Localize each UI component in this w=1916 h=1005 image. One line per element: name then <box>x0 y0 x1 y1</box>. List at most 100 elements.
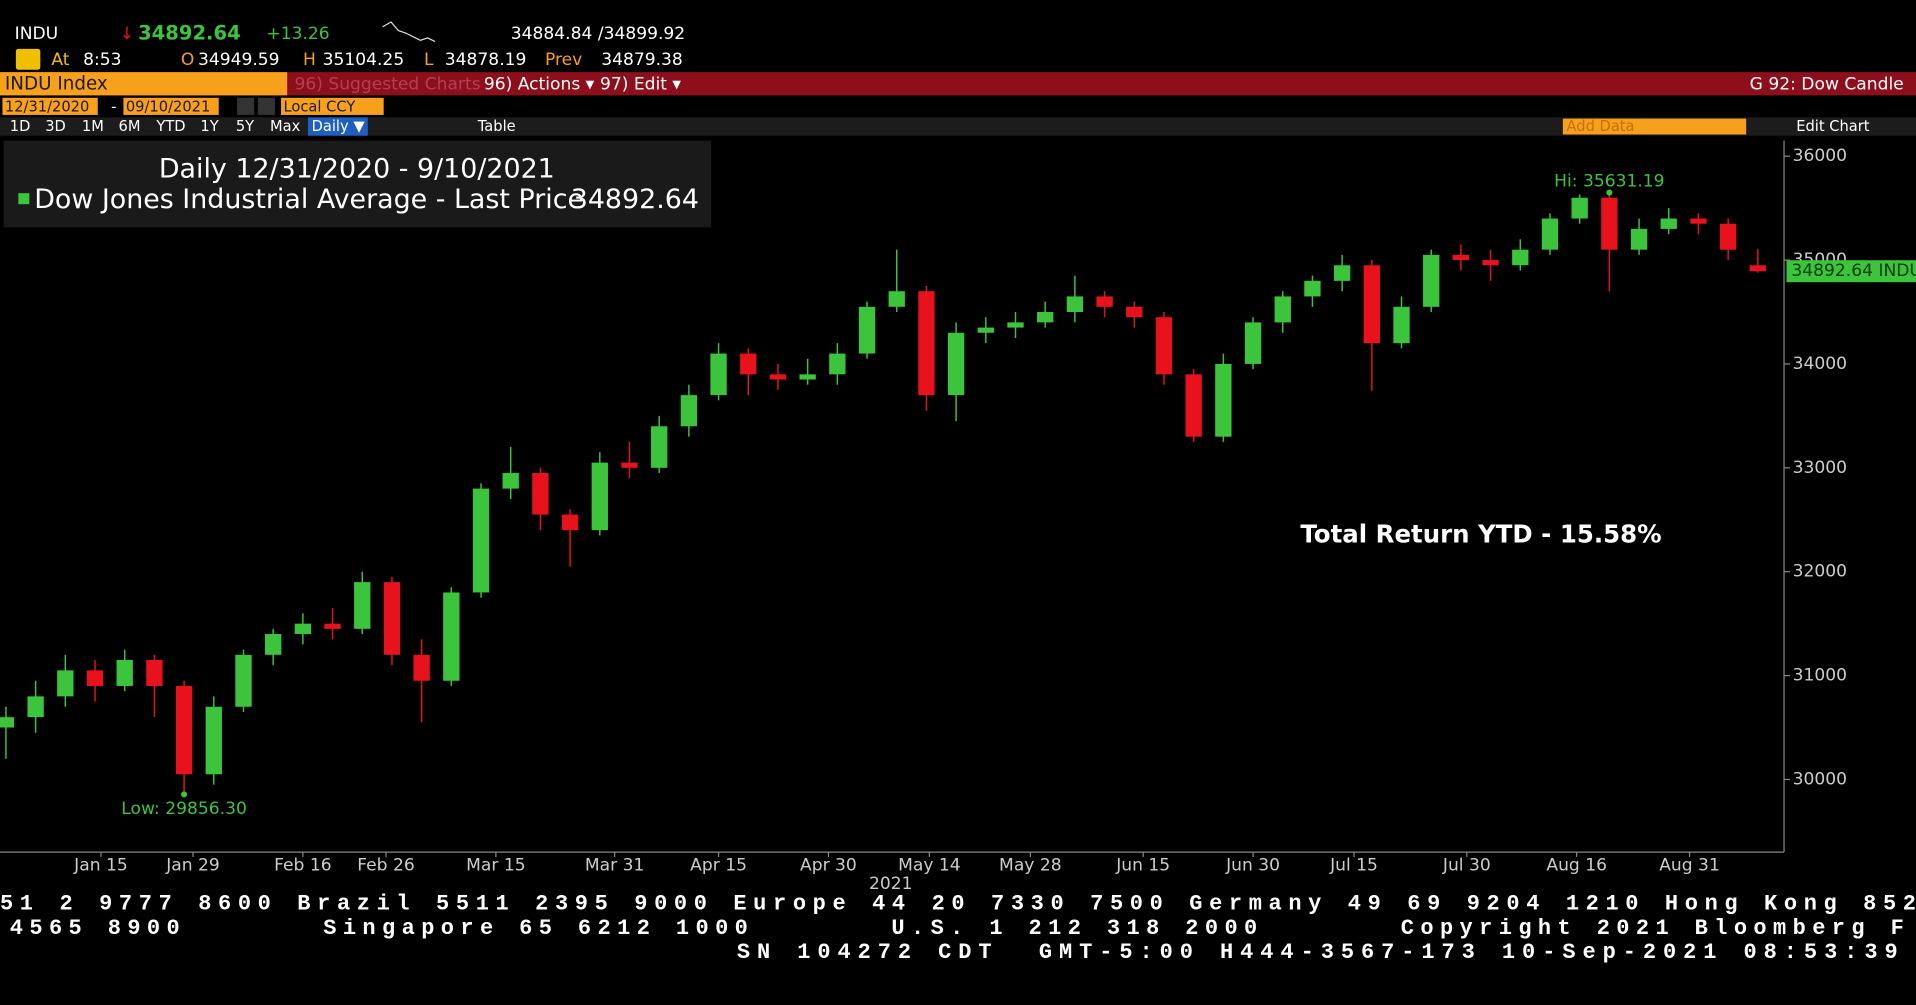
candle-body <box>1333 265 1351 281</box>
frequency[interactable]: Daily ▼ <box>312 118 366 135</box>
clock-icon[interactable] <box>15 48 41 70</box>
range-button[interactable]: YTD <box>155 118 185 135</box>
x-tick-label: Jul 30 <box>1442 856 1491 876</box>
candle-body <box>1749 265 1766 272</box>
date-dash: - <box>111 99 116 116</box>
edit-chart[interactable]: Edit Chart <box>1796 118 1870 135</box>
end-date[interactable]: 09/10/2021 <box>126 99 210 116</box>
candle-body <box>1482 260 1499 266</box>
candle-body <box>1452 254 1470 261</box>
x-tick-label: Jun 15 <box>1115 856 1170 876</box>
candle-body <box>621 462 638 468</box>
candle-body <box>769 374 787 380</box>
y-tick-label: 30000 <box>1793 769 1847 789</box>
range-button[interactable]: 5Y <box>236 118 254 135</box>
candle-body <box>710 353 727 396</box>
candle-body <box>947 332 965 396</box>
chart-title: Daily 12/31/2020 - 9/10/2021 <box>159 153 555 184</box>
candle-body <box>86 670 104 686</box>
start-date-field[interactable] <box>2 97 98 115</box>
candle-body <box>532 473 549 515</box>
footer-line-2: 4565 8900 Singapore 65 6212 1000 U.S. 1 … <box>10 916 1904 941</box>
candle-body <box>1066 296 1084 313</box>
candle-body <box>1393 306 1410 344</box>
candle-body <box>977 327 994 333</box>
candle-body <box>1037 312 1054 323</box>
candle-body <box>561 514 579 531</box>
candle-body <box>1215 363 1232 437</box>
candle-body <box>591 462 608 531</box>
x-tick-label: Jul 15 <box>1329 856 1378 876</box>
range-button[interactable]: 1Y <box>200 118 218 135</box>
table-button[interactable]: Table <box>477 118 516 135</box>
candle-body <box>472 488 490 593</box>
candle-body <box>1126 306 1143 318</box>
open-label: O <box>181 50 194 70</box>
range-bar <box>0 117 1916 136</box>
x-tick-label: Mar 15 <box>466 856 525 876</box>
year-label: 2021 <box>869 874 913 894</box>
currency[interactable]: Local CCY <box>283 99 355 116</box>
bid-ask: 34884.84 /34899.92 <box>511 24 685 44</box>
add-data-field[interactable] <box>1562 118 1747 135</box>
prev-value: 34879.38 <box>601 50 683 70</box>
candle-body <box>413 654 430 681</box>
x-tick-label: Mar 31 <box>585 856 644 876</box>
security[interactable]: INDU Index <box>5 73 108 94</box>
candle-body <box>175 685 193 775</box>
candle-body <box>799 374 816 380</box>
candle-body <box>383 582 401 655</box>
security-field[interactable] <box>0 72 288 96</box>
candle-body <box>324 623 341 629</box>
end-date-field[interactable] <box>123 97 219 115</box>
next-button[interactable] <box>257 97 275 115</box>
actions-menu[interactable]: 96) Actions ▾ <box>484 74 595 94</box>
high-label: H <box>303 50 316 70</box>
prev-label: Prev <box>545 50 582 70</box>
high-value: 35104.25 <box>323 50 405 70</box>
y-tick-label: 33000 <box>1793 458 1847 478</box>
x-tick-label: Feb 16 <box>274 856 331 876</box>
function-name: G 92: Dow Candle <box>1750 74 1904 94</box>
range-button[interactable]: 6M <box>119 118 141 135</box>
x-tick-label: May 28 <box>999 856 1062 876</box>
y-tick-label: 32000 <box>1793 562 1847 582</box>
start-date[interactable]: 12/31/2020 <box>5 99 89 116</box>
x-tick-label: May 14 <box>898 856 961 876</box>
low-label: Low: 29856.30 <box>121 799 247 819</box>
range-button[interactable]: Max <box>270 118 301 135</box>
low-value: 34878.19 <box>445 50 527 70</box>
net-change: +13.26 <box>266 24 329 44</box>
footer-line-1: 51 2 9777 8600 Brazil 5511 2395 9000 Eur… <box>0 891 1916 916</box>
candle-body <box>1155 317 1173 375</box>
y-tick-label: 34000 <box>1793 354 1847 374</box>
candle-body <box>918 291 935 396</box>
at-label: At <box>51 50 69 70</box>
prev-button[interactable] <box>237 97 255 115</box>
x-tick-label: Aug 31 <box>1659 856 1720 876</box>
frequency-field[interactable] <box>307 117 368 136</box>
range-button[interactable]: 1D <box>10 118 31 135</box>
currency-field[interactable] <box>281 97 384 115</box>
candle-body <box>1363 265 1380 344</box>
last-price-tag-label: 34892.64 INDU <box>1791 261 1916 281</box>
candle-body <box>205 706 222 775</box>
y-tick-label: 31000 <box>1793 666 1847 686</box>
down-arrow: ↓ <box>120 24 134 44</box>
legend-box <box>3 140 712 228</box>
candle-body <box>235 654 252 707</box>
candle-body <box>354 582 371 629</box>
candle-body <box>1660 218 1677 229</box>
range-button[interactable]: 1M <box>82 118 104 135</box>
edit-menu[interactable]: 97) Edit ▾ <box>600 74 681 94</box>
candle-body <box>1007 322 1024 328</box>
range-button[interactable]: 3D <box>45 118 66 135</box>
add-data[interactable]: Add Data <box>1567 118 1635 135</box>
legend-swatch <box>18 193 30 205</box>
last-price: 34892.64 <box>138 22 241 45</box>
x-tick-label: Jun 30 <box>1225 856 1280 876</box>
sparkline <box>382 21 436 43</box>
candle-body <box>1601 197 1618 250</box>
suggested-charts[interactable]: 96) Suggested Charts <box>294 74 480 94</box>
